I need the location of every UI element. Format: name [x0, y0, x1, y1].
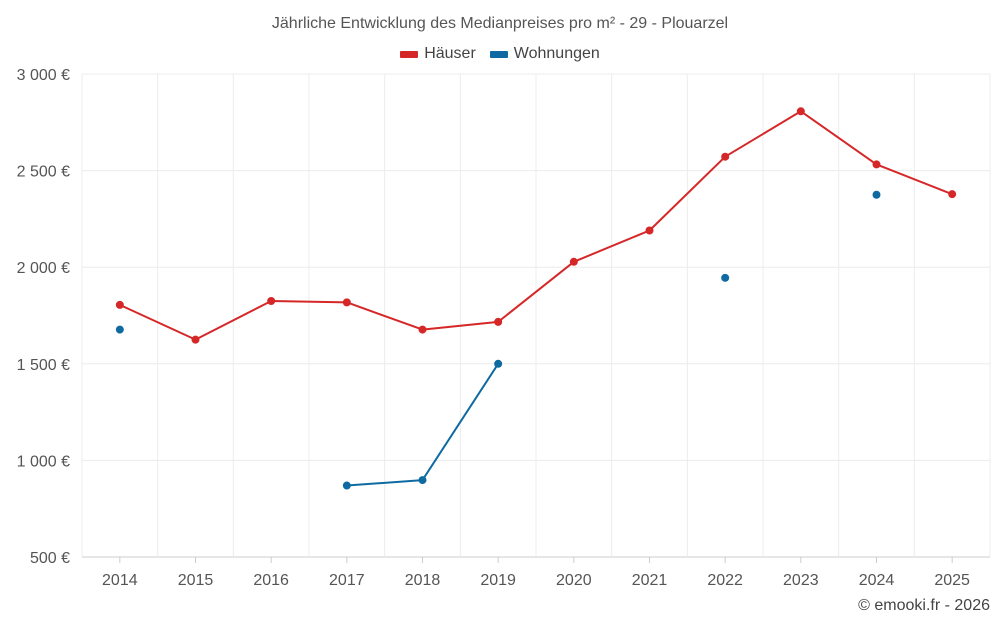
x-tick-label: 2016	[253, 572, 289, 589]
data-point-haeuser	[645, 226, 654, 235]
data-point-haeuser	[342, 298, 351, 307]
x-tick-label: 2023	[783, 572, 819, 589]
data-point-wohnungen	[418, 476, 427, 485]
y-tick-label: 2 000 €	[17, 260, 70, 277]
y-tick-label: 1 000 €	[17, 453, 70, 470]
x-tick-label: 2021	[632, 572, 668, 589]
x-tick-label: 2020	[556, 572, 592, 589]
y-tick-label: 3 000 €	[17, 67, 70, 84]
legend-label-haeuser: Häuser	[424, 45, 476, 62]
chart-title: Jährliche Entwicklung des Medianpreises …	[271, 15, 729, 32]
x-tick-label: 2017	[329, 572, 365, 589]
series-line-haeuser	[119, 110, 953, 341]
data-point-haeuser	[796, 107, 805, 116]
legend-item-haeuser[interactable]: Häuser	[400, 45, 476, 63]
data-point-haeuser	[494, 317, 503, 326]
data-point-haeuser	[948, 190, 957, 199]
data-point-haeuser	[721, 152, 730, 161]
data-point-wohnungen	[115, 325, 124, 334]
y-tick-label: 1 500 €	[17, 357, 70, 374]
data-point-wohnungen	[721, 273, 730, 282]
x-tick-label: 2025	[934, 572, 970, 589]
data-point-haeuser	[872, 160, 881, 169]
data-point-wohnungen	[494, 359, 503, 368]
legend-swatch-haeuser	[400, 50, 419, 58]
x-tick-label: 2019	[480, 572, 516, 589]
data-point-haeuser	[267, 297, 276, 306]
legend-label-wohnungen: Wohnungen	[513, 45, 600, 62]
legend: Häuser Wohnungen	[0, 45, 1000, 63]
data-point-haeuser	[115, 300, 124, 309]
y-tick-label: 500 €	[30, 550, 70, 567]
legend-item-wohnungen[interactable]: Wohnungen	[489, 45, 600, 63]
data-point-wohnungen	[342, 481, 351, 490]
x-tick-label: 2024	[859, 572, 895, 589]
x-tick-label: 2022	[707, 572, 743, 589]
legend-swatch-wohnungen	[489, 50, 508, 58]
x-tick-label: 2014	[102, 572, 138, 589]
y-tick-label: 2 500 €	[17, 164, 70, 181]
data-point-haeuser	[569, 257, 578, 266]
data-point-haeuser	[418, 325, 427, 334]
data-point-wohnungen	[872, 190, 881, 199]
series-line-wohnungen	[346, 363, 500, 487]
x-tick-label: 2015	[178, 572, 214, 589]
credit: © emooki.fr - 2026	[858, 597, 990, 614]
data-point-haeuser	[191, 335, 200, 344]
x-tick-label: 2018	[405, 572, 441, 589]
